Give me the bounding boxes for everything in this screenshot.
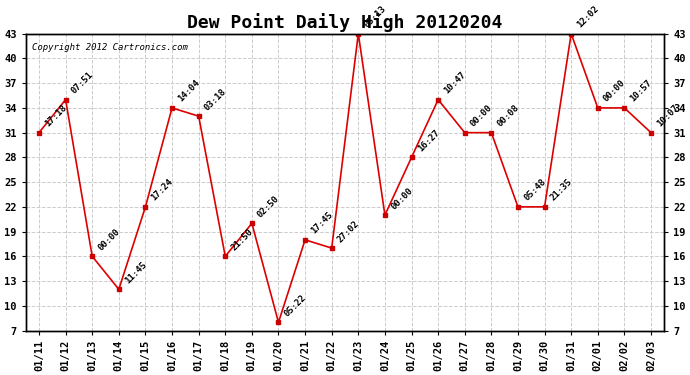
Text: 03:18: 03:18 xyxy=(203,87,228,112)
Text: 00:08: 00:08 xyxy=(495,103,521,129)
Title: Dew Point Daily High 20120204: Dew Point Daily High 20120204 xyxy=(187,13,503,32)
Text: 14:04: 14:04 xyxy=(176,78,201,104)
Text: 00:00: 00:00 xyxy=(389,186,415,211)
Text: 16:27: 16:27 xyxy=(415,128,441,153)
Text: 05:22: 05:22 xyxy=(283,293,308,318)
Text: 21:50: 21:50 xyxy=(230,227,255,252)
Text: 00:00: 00:00 xyxy=(469,103,494,129)
Text: Copyright 2012 Cartronics.com: Copyright 2012 Cartronics.com xyxy=(32,43,188,52)
Text: 27:02: 27:02 xyxy=(336,219,362,244)
Text: 21:35: 21:35 xyxy=(549,177,574,203)
Text: 02:50: 02:50 xyxy=(256,194,282,219)
Text: 10:07: 10:07 xyxy=(656,103,680,129)
Text: 12:02: 12:02 xyxy=(575,4,601,30)
Text: 17:45: 17:45 xyxy=(309,210,335,236)
Text: 05:13: 05:13 xyxy=(362,4,388,30)
Text: 00:00: 00:00 xyxy=(602,78,627,104)
Text: 00:00: 00:00 xyxy=(97,227,121,252)
Text: 17:18: 17:18 xyxy=(43,103,68,129)
Text: 11:45: 11:45 xyxy=(123,260,148,285)
Text: 10:57: 10:57 xyxy=(629,78,654,104)
Text: 17:24: 17:24 xyxy=(150,177,175,203)
Text: 10:47: 10:47 xyxy=(442,70,468,96)
Text: 05:48: 05:48 xyxy=(522,177,547,203)
Text: 07:51: 07:51 xyxy=(70,70,95,96)
